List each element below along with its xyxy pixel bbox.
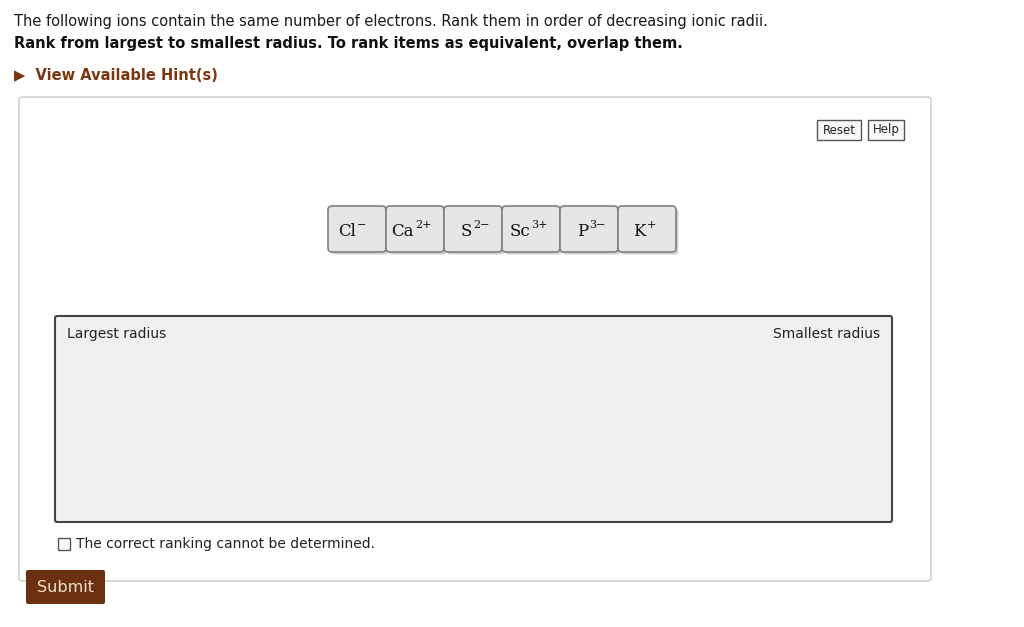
FancyBboxPatch shape — [331, 209, 388, 255]
Text: Cl: Cl — [338, 223, 356, 240]
Text: Reset: Reset — [822, 124, 855, 137]
Text: 3+: 3+ — [531, 220, 548, 230]
Text: ▶  View Available Hint(s): ▶ View Available Hint(s) — [14, 68, 218, 83]
Bar — [58, 538, 70, 550]
Text: 2−: 2− — [473, 220, 489, 230]
FancyBboxPatch shape — [328, 206, 386, 252]
FancyBboxPatch shape — [817, 120, 861, 140]
Text: Smallest radius: Smallest radius — [773, 327, 880, 341]
FancyBboxPatch shape — [19, 97, 931, 581]
Text: Rank from largest to smallest radius. To rank items as equivalent, overlap them.: Rank from largest to smallest radius. To… — [14, 36, 683, 51]
FancyBboxPatch shape — [618, 206, 676, 252]
FancyBboxPatch shape — [621, 209, 679, 255]
FancyBboxPatch shape — [868, 120, 904, 140]
FancyBboxPatch shape — [388, 209, 446, 255]
Text: P: P — [577, 223, 588, 240]
FancyBboxPatch shape — [502, 206, 560, 252]
Text: Ca: Ca — [391, 223, 414, 240]
Text: Largest radius: Largest radius — [67, 327, 166, 341]
FancyBboxPatch shape — [505, 209, 562, 255]
Text: K: K — [634, 223, 646, 240]
FancyBboxPatch shape — [560, 206, 618, 252]
FancyBboxPatch shape — [55, 316, 892, 522]
FancyBboxPatch shape — [562, 209, 621, 255]
Text: Help: Help — [872, 124, 899, 137]
FancyBboxPatch shape — [26, 570, 105, 604]
Text: Sc: Sc — [509, 223, 530, 240]
Text: 2+: 2+ — [415, 220, 431, 230]
Text: S: S — [461, 223, 472, 240]
Text: −: − — [357, 220, 367, 230]
Text: The correct ranking cannot be determined.: The correct ranking cannot be determined… — [76, 537, 375, 551]
Text: +: + — [647, 220, 656, 230]
FancyBboxPatch shape — [446, 209, 505, 255]
Text: 3−: 3− — [589, 220, 605, 230]
FancyBboxPatch shape — [444, 206, 502, 252]
Text: Submit: Submit — [37, 579, 94, 594]
FancyBboxPatch shape — [386, 206, 444, 252]
Text: The following ions contain the same number of electrons. Rank them in order of d: The following ions contain the same numb… — [14, 14, 768, 29]
